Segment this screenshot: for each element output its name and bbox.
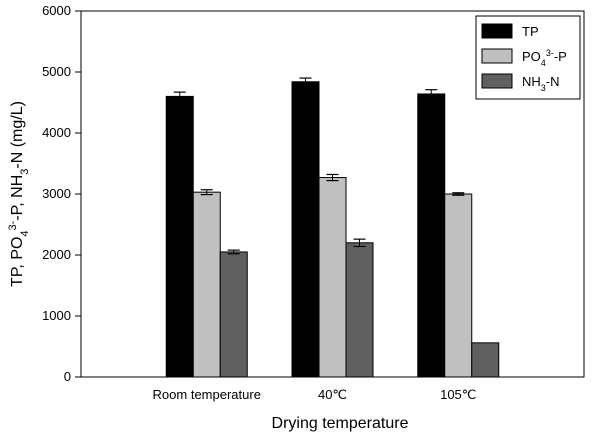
text-part: 4 (19, 230, 31, 236)
text-part: -P (554, 49, 567, 64)
x-tick-label: Room temperature (153, 387, 261, 402)
y-axis: 0 1000 2000 3000 4000 5000 6000 (42, 3, 81, 384)
y-axis-title: TP, PO43--P, NH3-N (mg/L) (7, 101, 31, 287)
y-tick-label: 1000 (42, 308, 71, 323)
text-part: TP (522, 24, 539, 39)
x-axis-title: Drying temperature (272, 415, 409, 432)
bar (165, 95, 194, 378)
x-tick-label: 105℃ (440, 387, 476, 402)
text-part: 3 (19, 169, 31, 175)
legend: TP PO43--P NH3-N (475, 15, 581, 100)
bar (219, 251, 248, 378)
text-part: -N (546, 74, 560, 89)
text-part: PO (522, 49, 541, 64)
legend-label: PO43--P (522, 48, 567, 68)
bar (291, 81, 320, 378)
y-tick-label: 4000 (42, 125, 71, 140)
bar-series-group (165, 77, 500, 378)
text-part: -P, NH (9, 175, 26, 221)
bar (417, 93, 446, 378)
y-tick-label: 6000 (42, 3, 71, 18)
y-tick-label: 3000 (42, 186, 71, 201)
legend-label: NH3-N (522, 74, 560, 93)
bar (192, 191, 221, 378)
y-tick-label: 0 (64, 369, 71, 384)
legend-swatch (481, 48, 513, 64)
x-tick-label: 40℃ (318, 387, 347, 402)
text-part: 3- (7, 220, 19, 230)
y-tick-label: 2000 (42, 247, 71, 262)
text-part: 3 (541, 83, 546, 93)
y-tick-label: 5000 (42, 64, 71, 79)
bar (318, 177, 347, 378)
legend-swatch (481, 73, 513, 89)
x-axis: Room temperature 40℃ 105℃ (153, 387, 477, 402)
text-part: TP, PO (9, 237, 26, 287)
legend-swatch (481, 23, 513, 39)
bar (471, 342, 500, 378)
text-part: NH (522, 74, 541, 89)
bar (345, 242, 374, 378)
bar (444, 193, 473, 378)
text-part: 4 (541, 58, 546, 68)
legend-label: TP (522, 24, 539, 39)
text-part: 3- (546, 48, 554, 58)
text-part: -N (mg/L) (9, 101, 26, 169)
